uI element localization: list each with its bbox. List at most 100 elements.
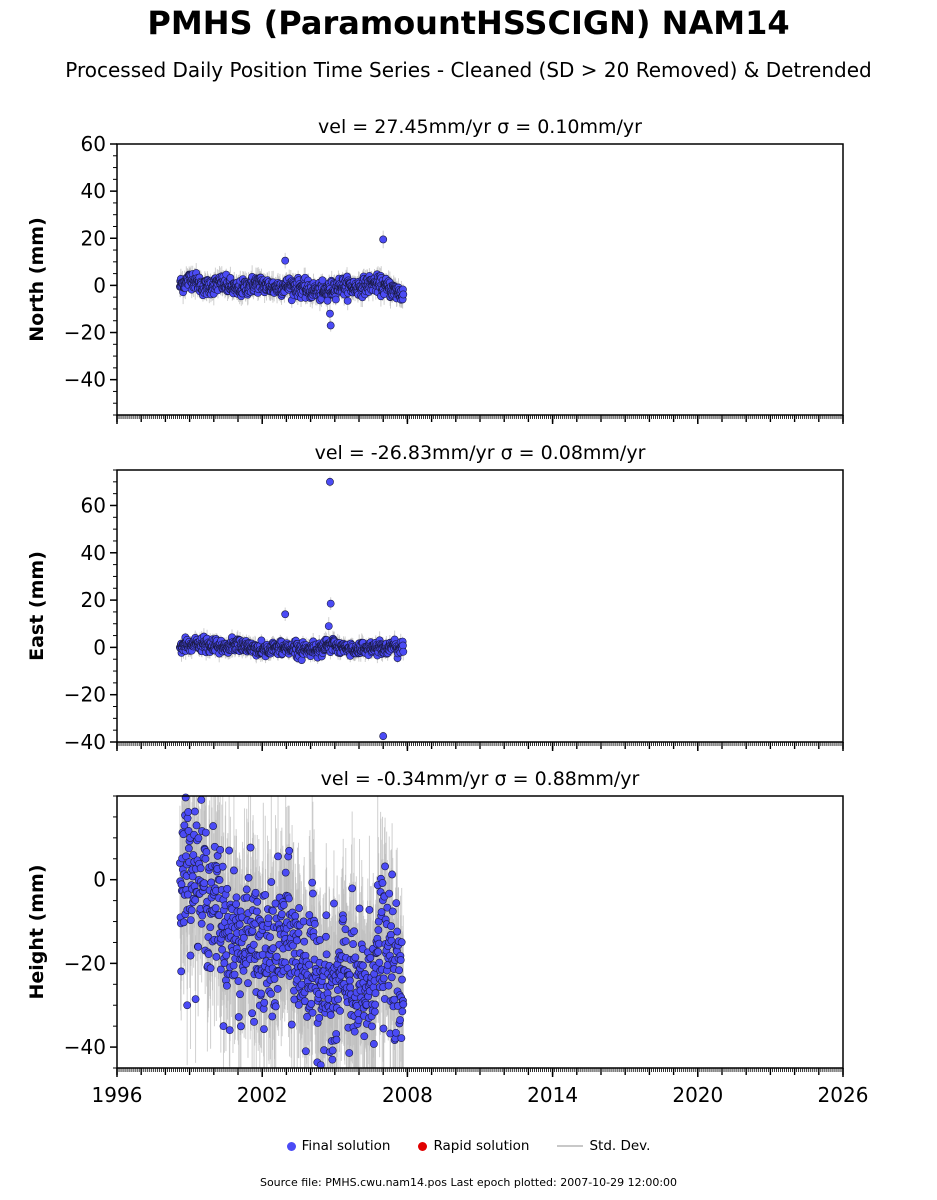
data-point bbox=[369, 1040, 378, 1048]
data-point bbox=[184, 808, 193, 816]
data-point bbox=[184, 890, 192, 899]
data-point bbox=[295, 904, 304, 912]
data-point bbox=[299, 917, 308, 926]
data-point bbox=[348, 884, 357, 893]
data-point bbox=[307, 999, 316, 1008]
data-point bbox=[346, 976, 354, 985]
north-panel: vel = 27.45mm/yr σ = 0.10mm/yr North (mm)… bbox=[26, 116, 844, 424]
east-panel: vel = -26.83mm/yr σ = 0.08mm/yr East (mm)… bbox=[26, 442, 844, 754]
data-point bbox=[370, 1007, 379, 1016]
data-point bbox=[261, 890, 270, 899]
data-point bbox=[244, 873, 253, 882]
data-point bbox=[308, 889, 317, 898]
data-point bbox=[399, 290, 408, 299]
data-point bbox=[331, 295, 340, 304]
chart-title: PMHS (ParamountHSSCIGN) NAM14 bbox=[147, 4, 790, 42]
data-point bbox=[177, 967, 186, 976]
data-point bbox=[350, 927, 358, 936]
y-tick-label: −40 bbox=[64, 730, 106, 754]
data-point bbox=[374, 948, 382, 956]
data-point bbox=[216, 845, 225, 854]
data-point bbox=[315, 1014, 324, 1022]
data-point bbox=[287, 1020, 296, 1029]
data-point bbox=[300, 937, 309, 946]
data-point bbox=[330, 899, 338, 908]
data-point bbox=[350, 1027, 359, 1036]
data-point bbox=[232, 900, 241, 909]
data-point bbox=[182, 852, 190, 861]
data-point bbox=[345, 1049, 354, 1057]
y-tick-label: 20 bbox=[81, 588, 106, 612]
data-point bbox=[354, 1016, 363, 1025]
data-point bbox=[339, 915, 348, 923]
data-point bbox=[379, 974, 388, 983]
data-point bbox=[271, 1002, 280, 1011]
data-point bbox=[381, 862, 389, 871]
data-point bbox=[220, 959, 229, 967]
plot-frame bbox=[116, 469, 844, 743]
data-point bbox=[310, 919, 319, 928]
y-tick-label: 60 bbox=[81, 493, 106, 517]
data-point bbox=[379, 1024, 388, 1033]
data-point bbox=[322, 950, 331, 959]
data-point bbox=[197, 919, 206, 928]
data-point bbox=[246, 843, 255, 852]
y-tick-label: 40 bbox=[81, 179, 106, 203]
data-point bbox=[239, 933, 248, 942]
data-point bbox=[222, 981, 231, 990]
data-point bbox=[269, 906, 277, 915]
data-point bbox=[235, 920, 244, 929]
data-point bbox=[315, 936, 324, 944]
data-point bbox=[326, 309, 334, 318]
data-point bbox=[284, 894, 293, 903]
data-point bbox=[272, 952, 281, 961]
data-point bbox=[366, 953, 375, 962]
data-point bbox=[281, 256, 290, 265]
data-point bbox=[237, 1022, 245, 1031]
data-point bbox=[399, 647, 408, 656]
data-point bbox=[269, 944, 278, 953]
data-point bbox=[192, 821, 201, 830]
data-point bbox=[188, 872, 197, 881]
data-point bbox=[374, 926, 383, 934]
data-point bbox=[191, 807, 199, 816]
data-point bbox=[281, 868, 290, 877]
data-point bbox=[375, 958, 384, 967]
data-point bbox=[179, 918, 188, 927]
data-point bbox=[197, 795, 206, 804]
data-point bbox=[322, 932, 330, 941]
data-point bbox=[385, 889, 394, 898]
data-point bbox=[191, 995, 200, 1003]
data-point bbox=[277, 910, 286, 919]
data-point bbox=[218, 862, 227, 871]
data-point bbox=[198, 911, 207, 920]
data-point bbox=[305, 960, 313, 969]
data-point bbox=[184, 844, 193, 853]
data-point bbox=[355, 904, 364, 913]
data-point bbox=[292, 936, 301, 945]
data-point bbox=[230, 970, 239, 979]
y-tick-label: 0 bbox=[93, 273, 106, 297]
data-point bbox=[301, 1047, 310, 1056]
panel-title: vel = -0.34mm/yr σ = 0.88mm/yr bbox=[321, 768, 640, 790]
data-series bbox=[176, 230, 408, 332]
data-point bbox=[264, 914, 273, 923]
data-point bbox=[218, 945, 227, 954]
data-point bbox=[201, 854, 210, 863]
data-point bbox=[229, 961, 238, 970]
data-point bbox=[239, 967, 248, 975]
data-point bbox=[308, 878, 317, 887]
data-point bbox=[341, 925, 350, 934]
y-axis-label: North (mm) bbox=[26, 217, 48, 342]
data-point bbox=[234, 1013, 243, 1021]
data-point bbox=[260, 1025, 268, 1033]
y-tick-label: 60 bbox=[81, 132, 106, 156]
data-point bbox=[211, 904, 220, 912]
data-series bbox=[176, 793, 408, 1070]
y-axis-label: Height (mm) bbox=[26, 864, 48, 999]
data-point bbox=[232, 893, 241, 902]
data-point bbox=[322, 911, 331, 920]
y-tick-label: −20 bbox=[64, 683, 106, 707]
data-point bbox=[326, 1011, 335, 1019]
